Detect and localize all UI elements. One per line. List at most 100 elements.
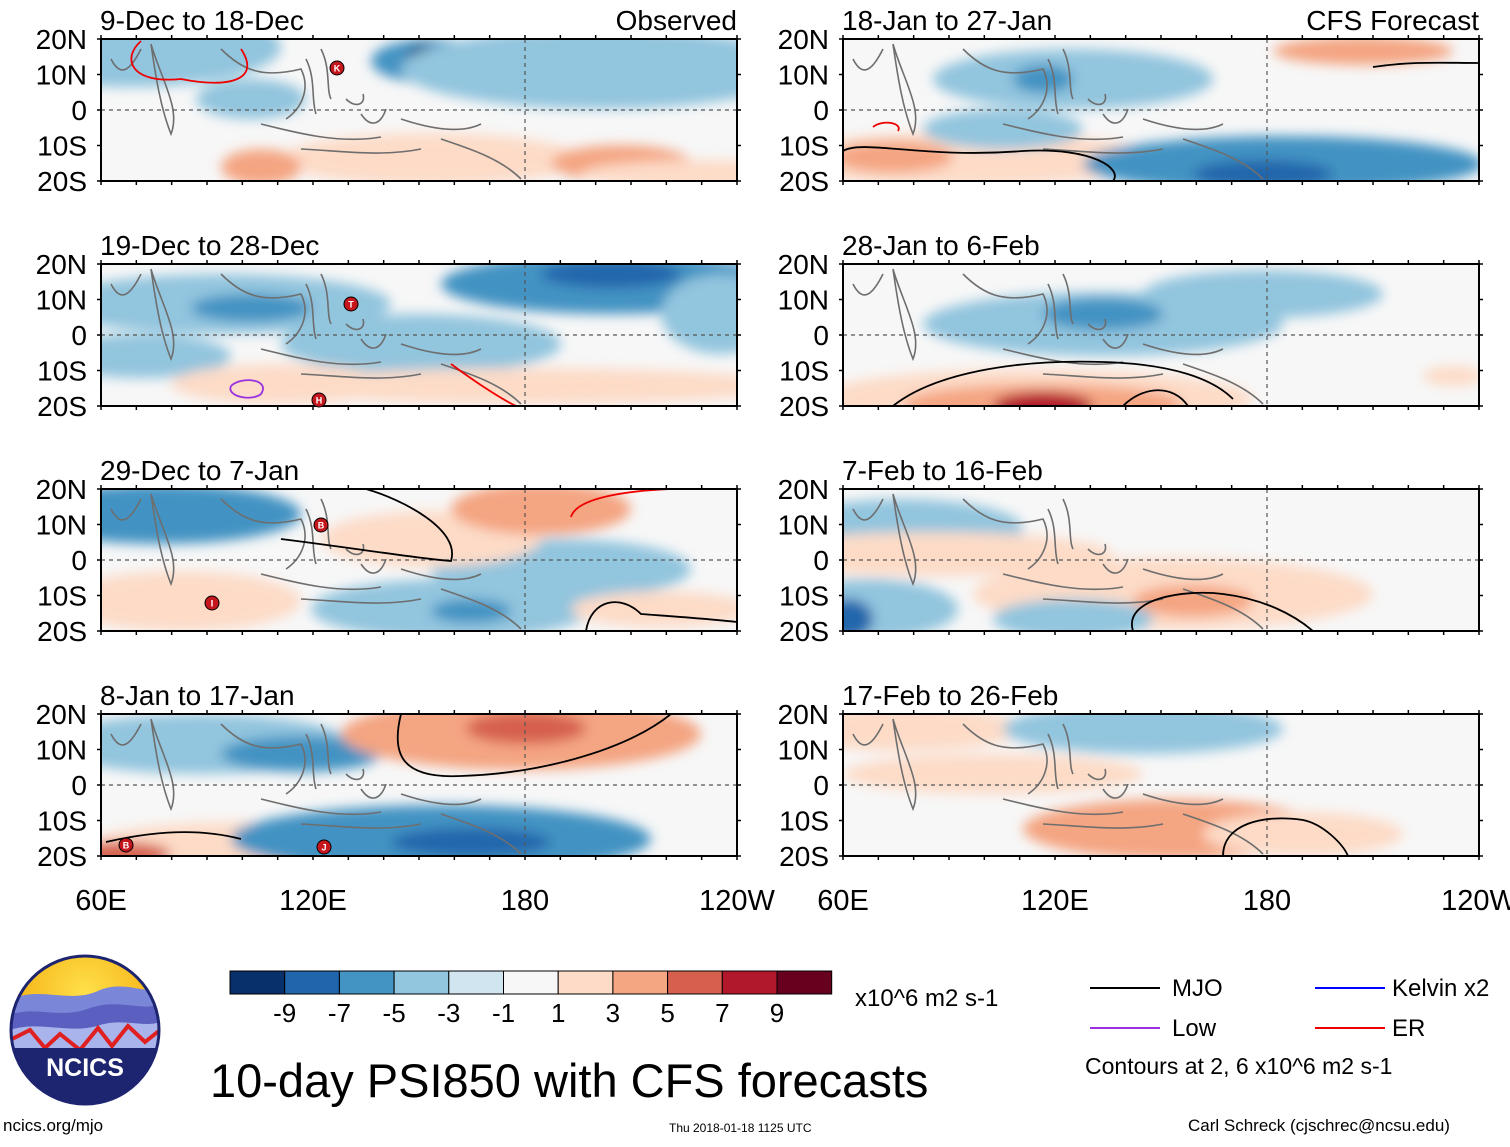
anomaly-field <box>281 314 561 374</box>
contour-line <box>396 714 672 778</box>
svg-text:K: K <box>334 64 341 74</box>
svg-text:B: B <box>123 841 130 851</box>
storm-marker: J <box>316 839 332 855</box>
x-tick-label: 60E <box>817 885 869 917</box>
coastlines <box>852 493 1264 630</box>
anomaly-field <box>451 489 631 535</box>
figure-title: 10-day PSI850 with CFS forecasts <box>210 1054 928 1107</box>
y-tick-label: 20N <box>36 24 87 55</box>
storm-marker: T <box>343 296 359 312</box>
storm-marker: I <box>204 595 220 611</box>
storm-marker: B <box>118 837 134 853</box>
colorbar-swatch <box>284 970 340 995</box>
colorbar-swatch <box>338 970 395 995</box>
colorbar-swatch <box>776 970 833 995</box>
anomaly-field <box>1003 714 1283 754</box>
contour-line <box>450 363 517 406</box>
contour-line <box>229 379 264 399</box>
y-tick-label: 20S <box>779 616 829 647</box>
y-tick-label: 10S <box>37 806 87 837</box>
x-tick-label: 180 <box>1243 885 1291 917</box>
contour-line <box>872 121 900 132</box>
contour-line <box>130 40 249 84</box>
svg-text:B: B <box>318 521 325 531</box>
legend: MJO Kelvin x2 Low ER Contours at 2, 6 x1… <box>1085 975 1489 1079</box>
y-tick-label: 20N <box>36 699 87 730</box>
map-panel: 20N 10N 0 10S 20S 9-Dec to 18-Dec Observed <box>36 5 741 197</box>
colorbar-tick-label: 5 <box>660 998 674 1028</box>
anomaly-field <box>1273 39 1453 65</box>
anomaly-field <box>1423 366 1479 386</box>
anomaly-field <box>466 714 586 744</box>
map-panel: 20N 10N 0 10S 20S 19-Dec to 28-Dec <box>36 230 741 422</box>
panel-period-label: 9-Dec to 18-Dec <box>100 5 304 36</box>
y-tick-label: 20S <box>37 841 87 872</box>
coastlines <box>110 268 522 405</box>
anomaly-field <box>923 109 1083 149</box>
legend-mjo-label: MJO <box>1172 975 1223 1002</box>
colorbar-swatch <box>721 970 778 995</box>
map-panel: 20N 10N 0 10S 20S 8-Jan to 17-Jan <box>36 680 741 872</box>
contour-line <box>1122 389 1189 406</box>
colorbar-tick-label: 3 <box>606 998 620 1028</box>
anomaly-field <box>1133 585 1253 617</box>
x-tick-label: 120E <box>1021 885 1089 917</box>
x-tick-label: 120W <box>1441 885 1510 917</box>
panels-layer: 20N 10N 0 10S 20S 9-Dec to 18-Dec Observed 20N 1… <box>36 5 1483 872</box>
legend-low-label: Low <box>1172 1015 1217 1042</box>
colorbar-tick-label: -7 <box>328 998 351 1028</box>
anomaly-field <box>993 599 1153 631</box>
y-tick-label: 20S <box>37 391 87 422</box>
anomaly-field <box>993 392 1093 406</box>
anomaly-field <box>401 39 737 109</box>
y-tick-label: 10N <box>778 285 829 316</box>
y-tick-label: 0 <box>71 320 87 351</box>
anomaly-field <box>1193 160 1333 181</box>
y-tick-label: 10N <box>778 510 829 541</box>
coastlines <box>110 43 522 180</box>
anomaly-field <box>541 264 681 288</box>
anomaly-field <box>101 489 301 544</box>
colorbar-swatch <box>503 970 559 995</box>
y-tick-label: 10S <box>779 806 829 837</box>
colorbar-units: x10^6 m2 s-1 <box>855 985 998 1012</box>
contour-line <box>843 146 1116 181</box>
colorbar-tick-label: 7 <box>715 998 729 1028</box>
y-tick-label: 0 <box>71 545 87 576</box>
contour-line <box>1222 817 1349 856</box>
coastlines <box>110 718 522 855</box>
contours-note: Contours at 2, 6 x10^6 m2 s-1 <box>1085 1053 1392 1079</box>
site-link[interactable]: ncics.org/mjo <box>3 1116 104 1135</box>
x-tick-label: 180 <box>501 885 549 917</box>
x-axis-labels: 60E 120E 180 120W 60E 120E 180 120W <box>75 885 1510 917</box>
anomaly-field <box>196 79 306 119</box>
credit: Carl Schreck (cjschrec@ncsu.edu) <box>1188 1116 1450 1135</box>
y-tick-label: 20N <box>778 474 829 505</box>
forecast-column-label: CFS Forecast <box>1306 5 1479 36</box>
y-tick-label: 20N <box>36 474 87 505</box>
colorbar-tick-label: -5 <box>383 998 406 1028</box>
colorbar-swatch <box>448 970 504 995</box>
anomaly-field <box>1143 270 1383 318</box>
ncics-logo-text: NCICS <box>46 1054 124 1082</box>
svg-text:I: I <box>211 599 214 609</box>
y-tick-label: 20S <box>37 166 87 197</box>
anomaly-field <box>101 39 281 87</box>
colorbar-swatch <box>229 970 286 995</box>
colorbar-tick-label: 1 <box>551 998 565 1028</box>
svg-text:H: H <box>316 396 323 406</box>
anomaly-field <box>101 334 231 378</box>
ncics-logo: NCICS <box>9 954 161 1106</box>
observed-column-label: Observed <box>616 5 737 36</box>
anomaly-field <box>843 141 953 173</box>
y-tick-label: 0 <box>813 770 829 801</box>
y-tick-label: 0 <box>813 95 829 126</box>
contour-line <box>105 831 242 843</box>
y-tick-label: 10N <box>36 735 87 766</box>
storm-marker: B <box>313 517 329 533</box>
svg-text:J: J <box>321 843 326 853</box>
anomaly-field <box>1043 298 1163 330</box>
panel-period-label: 29-Dec to 7-Jan <box>100 455 299 486</box>
y-tick-label: 10S <box>779 131 829 162</box>
y-tick-label: 10S <box>37 356 87 387</box>
